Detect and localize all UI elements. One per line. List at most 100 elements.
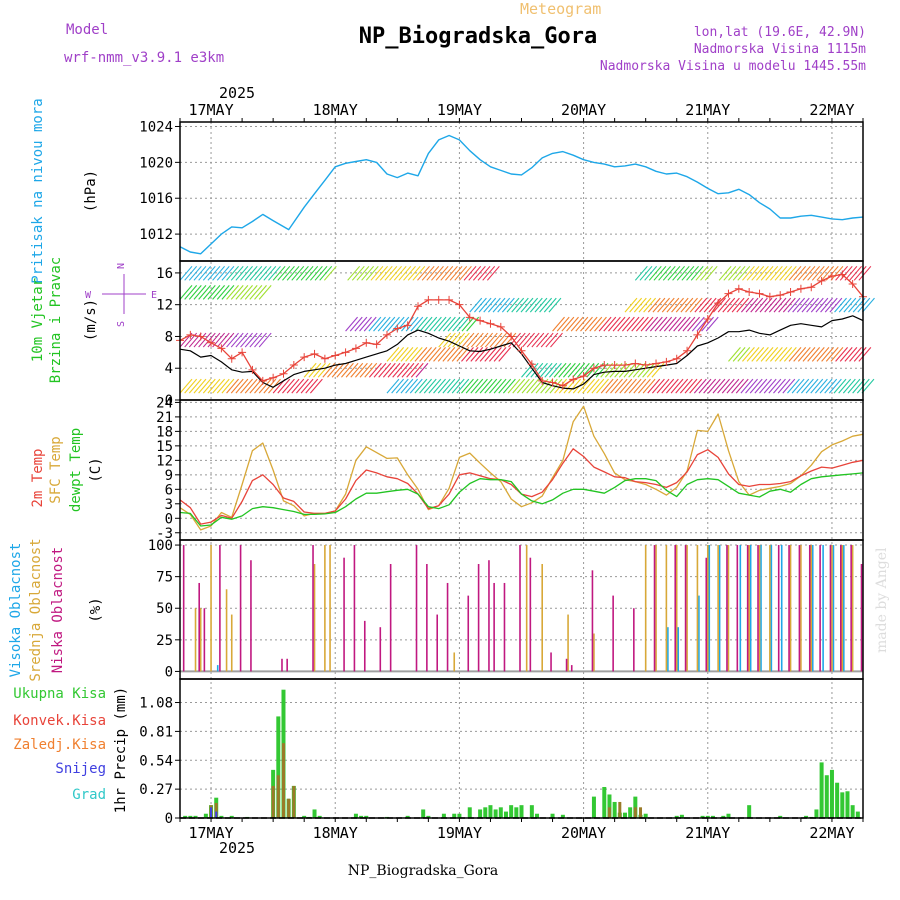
wind-arrow: [207, 265, 221, 281]
wind-arrow: [834, 297, 847, 313]
y-tick-label: 75: [156, 570, 173, 586]
cloud-axis-label-1: Visoka Oblacnost: [8, 543, 24, 678]
wind-arrow: [633, 297, 647, 313]
wind-arrow: [386, 378, 400, 394]
wind-arrow: [282, 378, 295, 394]
wind-arrow: [788, 265, 802, 281]
y-tick-label: 6: [165, 482, 173, 498]
wind-arrow: [638, 297, 652, 313]
wind-arrow: [240, 285, 253, 300]
wind-arrow: [545, 332, 559, 348]
wind-arrow: [393, 265, 407, 281]
precip-total-bar: [550, 813, 555, 818]
wind-arrow: [849, 346, 862, 362]
wind-arrow: [774, 346, 788, 362]
wind-arrow: [179, 285, 193, 300]
model-label: Model: [66, 22, 108, 38]
wind-arrow: [810, 378, 824, 394]
wind-axis-label-1: 10m Vjetar: [30, 278, 46, 362]
wind-arrow: [392, 362, 406, 378]
wind-arrow: [494, 332, 508, 348]
wind-arrow: [801, 378, 814, 394]
wind-arrow: [663, 316, 677, 332]
day-label-top: 19MAY: [437, 101, 482, 119]
wind-arrow: [796, 297, 810, 313]
wind-arrow: [409, 346, 423, 362]
wind-arrow: [409, 378, 423, 394]
wind-arrow: [475, 378, 488, 394]
wind-arrow: [802, 346, 816, 362]
wind-arrow: [530, 362, 544, 378]
wind-arrow: [517, 332, 531, 348]
wind-arrow: [375, 265, 389, 281]
y-tick-label: 0: [165, 811, 173, 827]
wind-arrow: [787, 297, 801, 313]
precip-conv-bar: [633, 807, 637, 818]
wind-arrow: [626, 316, 640, 332]
wind-arrow: [675, 297, 689, 313]
temp-axis-label-3: dewpt Temp: [68, 428, 84, 512]
wind-arrow: [782, 297, 796, 313]
wind-arrow: [423, 346, 437, 362]
precip-total-bar: [819, 762, 824, 818]
wind-arrow: [466, 332, 480, 348]
wind-arrow: [258, 285, 272, 300]
wind-arrow: [721, 378, 735, 394]
wind-speed-marker: [424, 295, 433, 304]
wind-arrow: [327, 362, 340, 378]
wind-arrow: [368, 362, 382, 378]
precip-total-bar: [747, 805, 752, 818]
wind-arrow: [838, 297, 852, 313]
wind-arrow: [580, 316, 593, 332]
wind-arrow: [433, 316, 447, 332]
wind-arrow: [442, 316, 456, 332]
wind-arrow: [483, 297, 497, 313]
wind-arrow: [452, 316, 466, 332]
wind-arrow: [216, 285, 230, 300]
wind-arrow: [651, 378, 665, 394]
wind-arrow: [525, 362, 539, 378]
wind-arrow: [410, 316, 424, 332]
wind-arrow: [637, 362, 651, 378]
wind-arrow: [522, 332, 535, 348]
wind-arrow: [849, 265, 862, 281]
wind-arrow: [300, 265, 314, 281]
wind-arrow: [244, 285, 258, 300]
wind-arrow: [670, 378, 684, 394]
wind-speed-marker: [838, 270, 847, 279]
wind-arrow: [644, 265, 658, 281]
wind-arrow: [572, 362, 586, 378]
wind-arrow: [760, 346, 774, 362]
wind-arrow: [438, 316, 452, 332]
wind-arrow: [842, 378, 856, 394]
precip-conv-bar: [607, 807, 611, 818]
wind-arrow: [549, 362, 562, 378]
wind-arrow: [378, 362, 392, 378]
wind-arrow: [202, 265, 216, 281]
wind-arrow: [700, 265, 713, 281]
wind-arrow: [410, 362, 424, 378]
wind-arrow: [575, 316, 589, 332]
wind-arrow: [858, 265, 872, 281]
wind-arrow: [536, 332, 549, 348]
footer-station: NP_Biogradska_Gora: [348, 863, 499, 879]
wind-arrow: [624, 378, 637, 394]
wind-arrow: [486, 265, 500, 281]
precip-total-bar: [535, 813, 540, 818]
wind-speed-marker: [600, 361, 609, 370]
wind-arrow: [805, 378, 819, 394]
wind-arrow: [437, 378, 451, 394]
wind-speed-marker: [227, 354, 236, 363]
wind-arrow: [184, 265, 198, 281]
wind-arrow: [249, 265, 263, 281]
precip-total-bar: [829, 769, 834, 818]
wind-arrow: [354, 316, 368, 332]
wind-arrow: [202, 332, 216, 348]
wind-arrow: [431, 265, 444, 281]
wind-speed-marker: [351, 344, 360, 353]
wind-arrow: [647, 297, 661, 313]
wind-arrow: [188, 378, 202, 394]
wind-speed-marker: [507, 332, 516, 341]
wind-arrow: [570, 316, 584, 332]
